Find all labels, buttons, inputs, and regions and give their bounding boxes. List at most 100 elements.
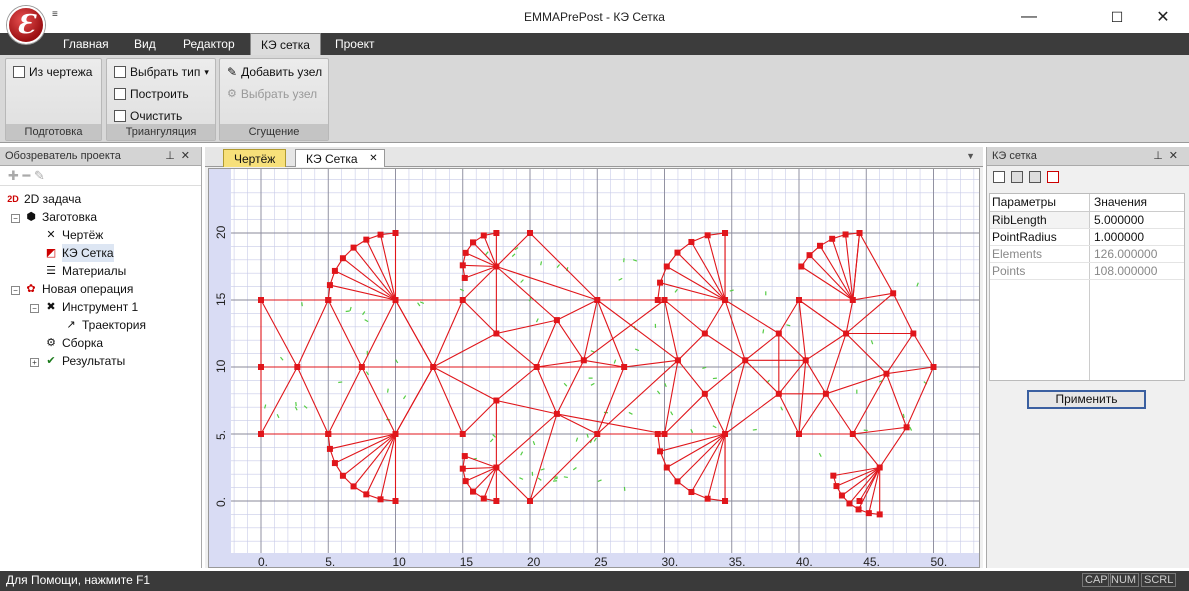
mesh-edge: [556, 360, 585, 415]
minimize-button[interactable]: —: [1021, 8, 1037, 25]
cap-indicator: CAP: [1082, 573, 1111, 587]
close-tab-icon[interactable]: ✕: [369, 153, 378, 164]
element-marker: [264, 404, 267, 409]
element-marker: [402, 395, 407, 400]
pin-close-icons[interactable]: ⊥✕: [1153, 150, 1184, 162]
assembly-icon: ⚙: [46, 337, 56, 349]
mesh-node: [674, 249, 681, 256]
mesh-edge: [329, 284, 396, 301]
mesh-node: [459, 262, 466, 269]
element-marker: [303, 405, 308, 409]
add-node-button[interactable]: ✎ Добавить узел: [224, 62, 325, 82]
tab-editor[interactable]: Редактор: [183, 37, 235, 51]
mesh-node: [392, 498, 399, 504]
tree-item-trajectory[interactable]: ↗ Траектория: [64, 316, 146, 334]
mesh-node: [493, 498, 500, 504]
mesh-edge: [849, 467, 881, 504]
grid-icon[interactable]: [1011, 171, 1023, 183]
mesh-edge: [707, 235, 726, 301]
from-drawing-button[interactable]: Из чертежа: [10, 62, 95, 82]
clear-mesh-icon: [114, 110, 126, 122]
collapse-toggle[interactable]: −: [30, 304, 39, 313]
collapse-toggle[interactable]: −: [11, 286, 20, 295]
prop-value[interactable]: 1.000000: [1094, 230, 1145, 244]
element-marker: [712, 425, 717, 429]
grid-alt-icon[interactable]: [1029, 171, 1041, 183]
title-bar: Ɛ ≡ EMMAPrePost - КЭ Сетка — ☐ ✕: [0, 0, 1189, 44]
mesh-canvas[interactable]: 0. 5. 10 15 20 25 30. 35. 40. 45. 50. 0. 5. 10 15 20: [208, 168, 980, 568]
mesh-edge: [465, 466, 497, 482]
select-type-button[interactable]: Выбрать тип ▾: [111, 62, 212, 82]
prop-value[interactable]: 5.000000: [1094, 213, 1145, 227]
mesh-node: [654, 431, 661, 437]
properties-toolbar: [993, 171, 1059, 183]
doc-tab-fe-mesh[interactable]: КЭ Сетка ✕: [295, 149, 385, 167]
mesh-edge: [659, 433, 726, 452]
mesh-edge: [462, 266, 497, 301]
mesh-edge: [395, 366, 434, 435]
prop-row-pointradius[interactable]: PointRadius 1.000000: [990, 229, 1184, 246]
tree-item-2d-task[interactable]: 2D 2D задача: [6, 190, 81, 208]
select-node-button[interactable]: ⚙ Выбрать узел: [224, 84, 320, 104]
materials-icon: ☰: [46, 265, 56, 277]
build-button[interactable]: Построить: [111, 84, 192, 104]
mesh-node: [865, 510, 872, 517]
tree-item-new-operation[interactable]: ✿ Новая операция: [24, 280, 133, 298]
new-icon[interactable]: [993, 171, 1005, 183]
mesh-edge: [677, 359, 706, 395]
collapse-toggle[interactable]: −: [11, 214, 20, 223]
tab-main[interactable]: Главная: [63, 37, 109, 51]
mesh-edge: [805, 360, 827, 395]
tab-list-dropdown-icon[interactable]: ▼: [966, 151, 975, 161]
quick-access-menu-icon[interactable]: ≡: [52, 9, 58, 20]
from-drawing-label: Из чертежа: [29, 65, 93, 79]
apply-button[interactable]: Применить: [1027, 390, 1146, 409]
tab-fe-mesh[interactable]: КЭ сетка: [250, 33, 321, 56]
element-marker: [520, 451, 524, 456]
tree-item-drawing[interactable]: ✕ Чертёж: [44, 226, 103, 244]
doc-tab-drawing[interactable]: Чертёж: [223, 149, 287, 167]
mesh-node: [775, 390, 782, 397]
select-node-icon: ⚙: [227, 88, 237, 100]
build-label: Построить: [130, 87, 189, 101]
explorer-toolbar[interactable]: ✚ ━ ✎: [0, 166, 201, 186]
tree-item-fe-mesh[interactable]: ◩ КЭ Сетка: [44, 244, 114, 262]
tree-item-results[interactable]: ✔ Результаты: [44, 352, 125, 370]
tree-item-tool-1[interactable]: ✖ Инструмент 1: [44, 298, 138, 316]
tree-item-assembly[interactable]: ⚙ Сборка: [44, 334, 103, 352]
element-marker: [674, 288, 678, 293]
expand-toggle[interactable]: +: [30, 358, 39, 367]
mesh-node: [663, 263, 670, 270]
mesh-svg[interactable]: 0. 5. 10 15 20 25 30. 35. 40. 45. 50. 0. 5. 10 15 20: [209, 169, 980, 568]
tab-view[interactable]: Вид: [134, 37, 156, 51]
mesh-edge: [809, 254, 854, 301]
properties-table: Параметры Значения RibLength 5.000000 Po…: [989, 193, 1185, 381]
pin-close-icons[interactable]: ⊥✕: [165, 150, 196, 162]
status-help-text: Для Помощи, нажмите F1: [6, 573, 151, 587]
prop-row-riblength[interactable]: RibLength 5.000000: [990, 212, 1184, 229]
tree-item-label: Траектория: [82, 318, 146, 332]
element-marker: [597, 479, 602, 482]
element-marker: [485, 251, 489, 256]
close-window-button[interactable]: ✕: [1156, 9, 1170, 26]
element-marker: [752, 428, 757, 431]
tree-item-materials[interactable]: ☰ Материалы: [44, 262, 126, 280]
clear-button[interactable]: Очистить: [111, 106, 185, 126]
mesh-edge: [886, 366, 934, 375]
app-logo-icon[interactable]: Ɛ: [7, 6, 45, 44]
maximize-button[interactable]: ☐: [1110, 8, 1124, 25]
element-marker: [532, 440, 536, 446]
element-marker: [492, 434, 496, 438]
mesh-edge: [778, 359, 807, 395]
element-marker: [613, 359, 617, 364]
tab-project[interactable]: Проект: [335, 37, 375, 51]
tree-item-blank[interactable]: ⬢ Заготовка: [24, 208, 97, 226]
mesh-edge: [724, 299, 746, 361]
export-icon[interactable]: [1047, 171, 1059, 183]
mesh-edge: [496, 265, 598, 301]
mesh-edge: [536, 359, 584, 368]
mesh-node: [363, 491, 370, 498]
mesh-node: [849, 297, 856, 303]
mesh-node: [829, 235, 836, 242]
mesh-edge: [800, 266, 854, 301]
